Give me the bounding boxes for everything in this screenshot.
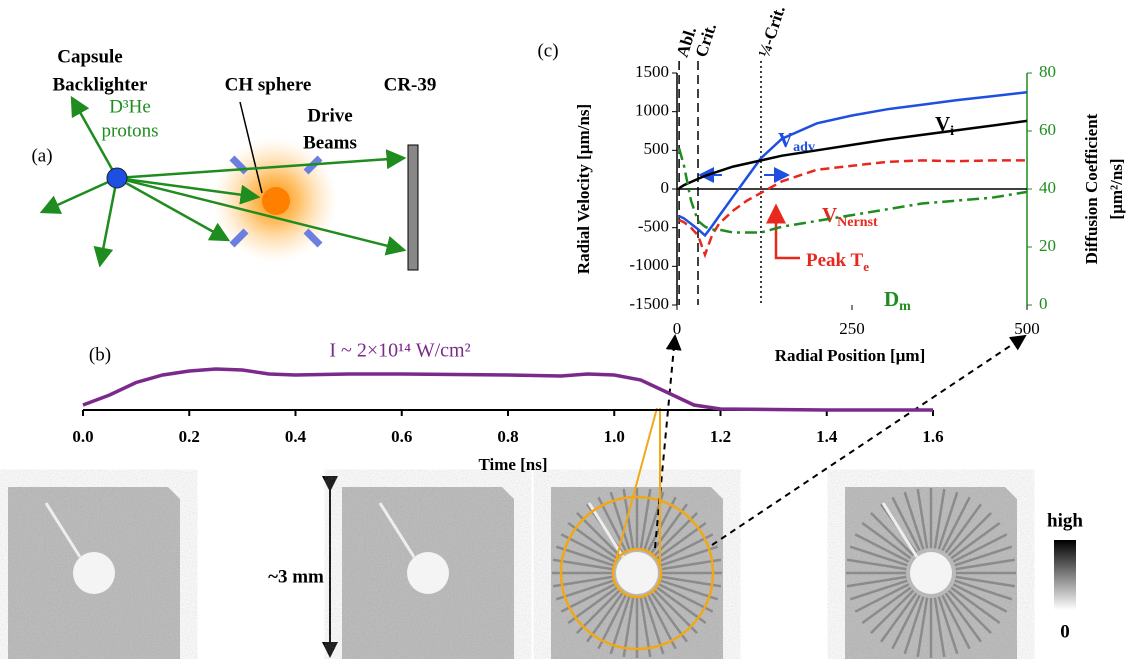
radiograph <box>8 487 180 659</box>
colorbar-label: high <box>1047 510 1083 531</box>
panel-label: (b) <box>89 344 111 365</box>
radiograph <box>342 487 514 659</box>
x-tick-label: 0.4 <box>285 427 307 446</box>
series-subscript: m <box>899 299 911 314</box>
y-tick-label: -1500 <box>629 294 669 313</box>
x-axis-label: Time [ns] <box>478 455 547 474</box>
x-tick-label: 0.0 <box>72 427 93 446</box>
x-tick-label: 0.2 <box>179 427 200 446</box>
label: D³He <box>109 96 151 117</box>
figure: Capsule Backlighter D³He protons CH sphe… <box>0 0 1135 659</box>
colorbar <box>1054 540 1076 610</box>
colorbar-label: 0 <box>1060 621 1070 642</box>
label: Drive <box>307 105 352 126</box>
capsule <box>910 552 952 594</box>
series-name: D <box>884 287 899 311</box>
series-label: Vi <box>935 112 954 139</box>
series-subscript: i <box>950 124 954 139</box>
panel-label: (a) <box>31 145 52 166</box>
x-tick-label: 500 <box>1014 319 1040 338</box>
annotation-subscript: e <box>863 259 869 274</box>
reference-label: Crit. <box>691 21 720 60</box>
capsule <box>616 552 658 594</box>
x-tick-label: 1.2 <box>710 427 731 446</box>
label: CH sphere <box>225 74 312 95</box>
x-tick-label: 250 <box>839 319 865 338</box>
y2-axis-label: Diffusion Coefficient <box>1082 113 1101 264</box>
series-name: V <box>778 128 793 152</box>
x-axis-label: Radial Position [µm] <box>775 346 926 365</box>
label: Capsule <box>57 46 122 67</box>
reference-label: ¼-Crit. <box>754 3 788 59</box>
y-axis-label: Radial Velocity [µm/ns] <box>574 104 593 274</box>
y-tick-label: 0 <box>661 178 670 197</box>
label: Backlighter <box>53 74 149 95</box>
y2-tick-label: 0 <box>1039 294 1048 313</box>
panel-label: (c) <box>537 40 558 61</box>
x-tick-label: 1.4 <box>816 427 838 446</box>
x-tick-label: 0.8 <box>497 427 518 446</box>
label: CR-39 <box>384 74 437 95</box>
scale-label: ~3 mm <box>268 566 324 587</box>
capsule <box>73 552 115 594</box>
series-name: V <box>935 112 950 136</box>
y2-tick-label: 40 <box>1039 178 1056 197</box>
x-tick-label: 1.0 <box>604 427 625 446</box>
y-tick-label: -500 <box>638 217 669 236</box>
radiograph <box>845 487 1017 659</box>
x-tick-label: 1.6 <box>922 427 943 446</box>
series-line <box>679 121 1027 188</box>
x-tick-label: 0 <box>673 319 682 338</box>
capsule <box>407 552 449 594</box>
annotation: I ~ 2×10¹⁴ W/cm² <box>329 340 470 362</box>
radiograph <box>551 487 723 659</box>
y2-tick-label: 60 <box>1039 120 1056 139</box>
detector <box>408 145 418 270</box>
backlighter <box>107 168 127 188</box>
y-tick-label: -1000 <box>629 255 669 274</box>
series-subscript: Nernst <box>837 215 878 230</box>
y2-axis-label: [µm²/ns] <box>1107 158 1126 219</box>
y2-tick-label: 20 <box>1039 236 1056 255</box>
images: ~3 mm high 0 <box>8 487 1083 659</box>
x-tick-label: 0.6 <box>391 427 412 446</box>
label: protons <box>102 120 159 141</box>
series-label: Dm <box>884 287 911 314</box>
series-name: V <box>822 203 837 227</box>
annotation-text: Peak T <box>806 250 864 271</box>
y-tick-label: 1500 <box>635 62 669 81</box>
annotation: Peak Te <box>806 250 869 274</box>
panel-a: Capsule Backlighter D³He protons CH sphe… <box>31 46 436 270</box>
y2-tick-label: 80 <box>1039 62 1056 81</box>
y-tick-label: 1000 <box>635 101 669 120</box>
sphere <box>262 187 290 215</box>
arrows <box>700 175 800 258</box>
series-line <box>679 160 1027 254</box>
y-tick-label: 500 <box>644 139 670 158</box>
line <box>83 369 933 410</box>
